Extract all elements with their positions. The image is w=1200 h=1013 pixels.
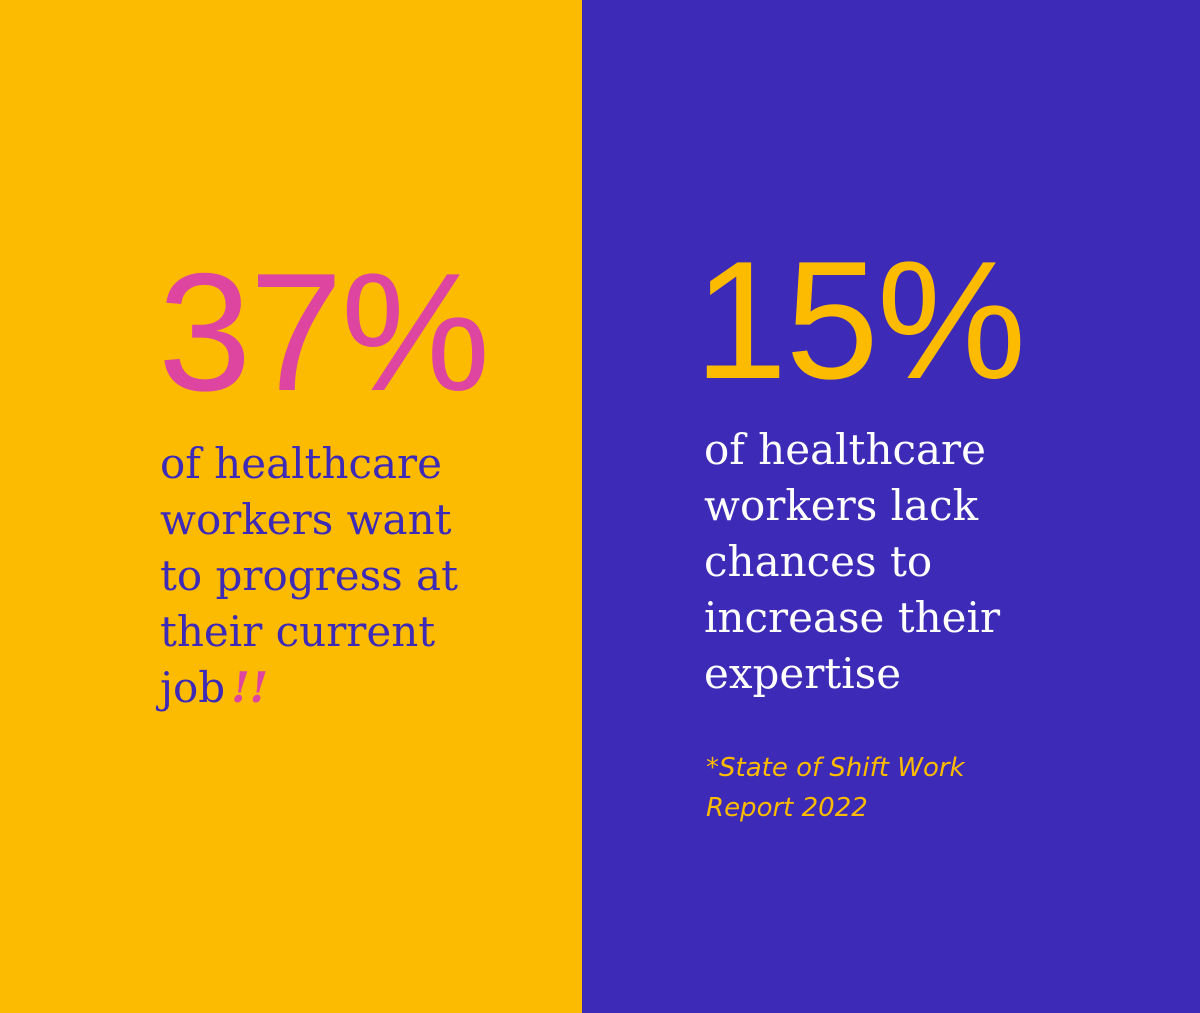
description: of healthcare workers lack chances to incre… [704,422,1000,702]
stat: 37% [158,238,490,426]
text: workers want [160,495,452,544]
text: *State of Shift Work [706,753,965,783]
text: of healthcare [160,439,442,488]
text-line: expertise [704,646,1000,702]
text: job [160,663,226,712]
text: their current [160,607,436,656]
emphasis: !! [231,663,269,712]
text-line: *State of Shift Work [706,748,965,788]
text: to progress at [160,551,458,600]
text: chances to [704,537,933,586]
text-line: chances to [704,534,1000,590]
text-line: their current [160,604,458,660]
text: expertise [704,649,902,698]
text-line: of healthcare [160,436,458,492]
text: Report 2022 [706,793,868,823]
text: of healthcare [704,425,986,474]
text-line: workers want [160,492,458,548]
left-panel: 37% of healthcare workers want to progress… [0,0,582,1013]
description: of healthcare workers want to progress at t… [160,436,458,716]
text-line: Report 2022 [706,788,965,828]
stat: 15% [694,226,1026,414]
text-line: workers lack [704,478,1000,534]
text: increase their [704,593,1001,642]
text-line: job!! [160,660,458,716]
right-panel: 15% of healthcare workers lack chances to i… [582,0,1200,1013]
text-line: to progress at [160,548,458,604]
footnote: *State of Shift Work Report 2022 [706,748,965,828]
text: workers lack [704,481,979,530]
text-line: of healthcare [704,422,1000,478]
text-line: increase their [704,590,1000,646]
